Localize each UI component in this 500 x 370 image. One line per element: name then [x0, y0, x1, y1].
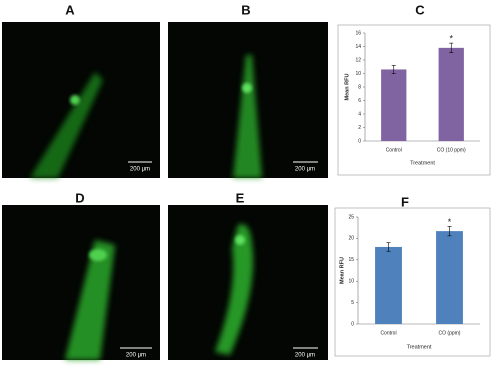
y-tick-label: 0 [351, 321, 354, 327]
chart-frame [334, 207, 491, 357]
bar [436, 231, 463, 324]
y-tick-label: 6 [358, 98, 361, 104]
y-tick-label: 4 [358, 111, 361, 117]
scale-label: 200 μm [130, 167, 150, 173]
micrograph: 200 μm [2, 205, 160, 360]
y-axis-title: Mean RFU [344, 74, 350, 101]
y-tick-label: 10 [348, 279, 354, 285]
panel-label: A [65, 2, 75, 17]
y-tick-label: 2 [358, 125, 361, 131]
chart-frame [337, 24, 491, 176]
bar [375, 246, 402, 324]
x-tick-label: Control [380, 330, 396, 336]
x-tick-label: Control [386, 147, 402, 153]
y-tick-label: 8 [358, 84, 361, 90]
significance-mark: * [449, 34, 453, 44]
panel-label: E [236, 190, 245, 205]
y-tick-label: 5 [351, 300, 354, 306]
x-tick-label: CO (ppm) [439, 330, 461, 336]
micrograph: 200 μm [2, 22, 160, 178]
y-tick-label: 10 [355, 71, 361, 77]
y-tick-label: 0 [358, 138, 361, 144]
x-tick-label: CO (10 ppm) [437, 147, 466, 153]
panel-label: F [401, 194, 409, 209]
scale-label: 200 μm [126, 353, 146, 359]
panel-label: D [75, 190, 84, 205]
y-tick-label: 25 [348, 214, 354, 220]
x-axis-title: Treatment [410, 160, 435, 166]
y-axis-title: Mean RFU [339, 257, 345, 284]
micrograph: 200 μm [168, 205, 328, 360]
y-tick-label: 15 [348, 257, 354, 263]
bar [438, 47, 464, 141]
panel-label: B [241, 2, 250, 17]
y-tick-label: 20 [348, 236, 354, 242]
y-tick-label: 16 [355, 30, 361, 36]
bar [381, 69, 407, 141]
micrograph: 200 μm [168, 22, 328, 178]
y-tick-label: 12 [355, 57, 361, 63]
scale-label: 200 μm [295, 167, 315, 173]
significance-mark: * [448, 217, 452, 227]
scale-label: 200 μm [295, 353, 315, 359]
panel-label: C [415, 2, 425, 17]
y-tick-label: 14 [355, 44, 361, 50]
x-axis-title: Treatment [407, 344, 432, 350]
